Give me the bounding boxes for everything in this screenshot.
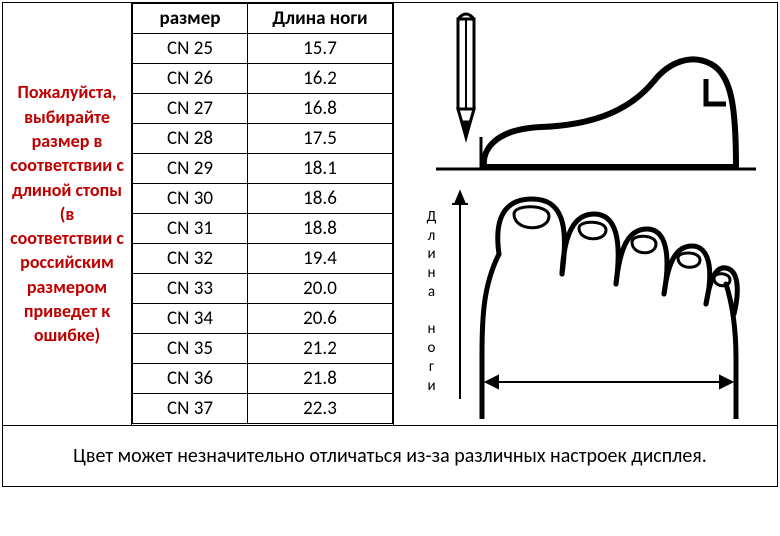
table-row: CN 2716.8 <box>133 94 393 124</box>
illustration-column: Длина ноги <box>393 3 777 425</box>
table-cell: CN 26 <box>133 64 248 94</box>
table-cell: CN 33 <box>133 274 248 304</box>
table-row: CN 3521.2 <box>133 334 393 364</box>
table-cell: 18.8 <box>248 214 393 244</box>
col-header-size: размер <box>133 4 248 34</box>
foot-top-measure: Длина ноги <box>427 184 745 419</box>
table-row: CN 2616.2 <box>133 64 393 94</box>
table-row: CN 3018.6 <box>133 184 393 214</box>
table-row: CN 3621.8 <box>133 364 393 394</box>
table-cell: 22.3 <box>248 394 393 424</box>
warning-column: Пожалуйста, выбирайте размер в соответст… <box>3 3 131 425</box>
main-row: Пожалуйста, выбирайте размер в соответст… <box>3 3 777 426</box>
length-label: Длина ноги <box>427 208 437 396</box>
table-row: CN 3118.8 <box>133 214 393 244</box>
table-cell: 18.1 <box>248 154 393 184</box>
footer-note: Цвет может незначительно отличаться из-з… <box>3 426 777 486</box>
table-cell: CN 30 <box>133 184 248 214</box>
table-cell: 16.2 <box>248 64 393 94</box>
table-cell: 16.8 <box>248 94 393 124</box>
table-row: CN 3420.6 <box>133 304 393 334</box>
size-table-column: размер Длина ноги CN 2515.7CN 2616.2CN 2… <box>131 3 393 425</box>
table-cell: CN 28 <box>133 124 248 154</box>
table-cell: 15.7 <box>248 34 393 64</box>
size-chart-container: Пожалуйста, выбирайте размер в соответст… <box>2 2 778 487</box>
table-row: CN 2817.5 <box>133 124 393 154</box>
table-row: CN 3722.3 <box>133 394 393 424</box>
table-cell: CN 31 <box>133 214 248 244</box>
table-cell: CN 34 <box>133 304 248 334</box>
table-row: CN 2515.7 <box>133 34 393 64</box>
table-cell: CN 36 <box>133 364 248 394</box>
table-cell: CN 27 <box>133 94 248 124</box>
table-row: CN 2918.1 <box>133 154 393 184</box>
table-cell: CN 35 <box>133 334 248 364</box>
table-row: CN 3219.4 <box>133 244 393 274</box>
foot-side-measure-icon <box>406 9 766 184</box>
table-cell: CN 37 <box>133 394 248 424</box>
table-cell: 17.5 <box>248 124 393 154</box>
size-table: размер Длина ноги CN 2515.7CN 2616.2CN 2… <box>132 3 393 424</box>
table-cell: 21.2 <box>248 334 393 364</box>
table-row: CN 3320.0 <box>133 274 393 304</box>
col-header-length: Длина ноги <box>248 4 393 34</box>
table-cell: 20.0 <box>248 274 393 304</box>
foot-top-icon <box>444 184 744 419</box>
table-cell: CN 32 <box>133 244 248 274</box>
table-cell: 18.6 <box>248 184 393 214</box>
table-cell: CN 25 <box>133 34 248 64</box>
table-cell: 19.4 <box>248 244 393 274</box>
table-cell: 21.8 <box>248 364 393 394</box>
table-cell: CN 29 <box>133 154 248 184</box>
table-cell: 20.6 <box>248 304 393 334</box>
warning-text: Пожалуйста, выбирайте размер в соответст… <box>9 80 125 347</box>
